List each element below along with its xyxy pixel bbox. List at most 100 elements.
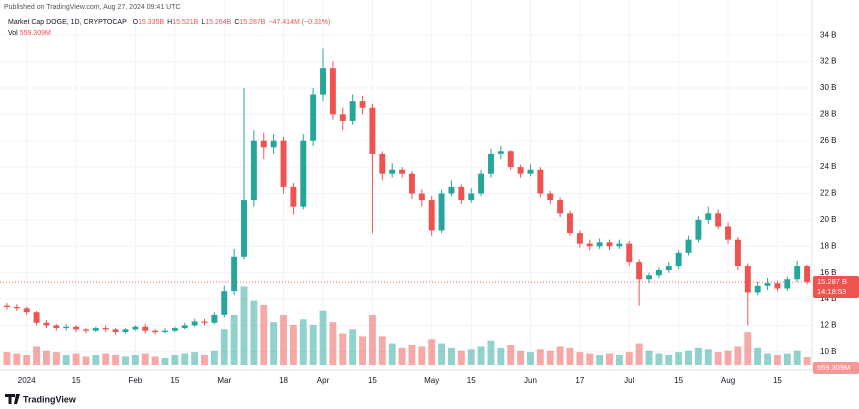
volume-bar bbox=[92, 354, 100, 365]
volume-bar bbox=[527, 352, 534, 365]
volume-bar bbox=[23, 354, 31, 365]
volume-bar bbox=[191, 352, 199, 365]
last-price-tag bbox=[813, 276, 859, 299]
volume-bar bbox=[517, 350, 525, 365]
candle-body bbox=[626, 243, 633, 263]
ohlc-value: 15.521B bbox=[172, 19, 198, 26]
x-tick-label: 15 bbox=[674, 376, 683, 385]
volume-bar bbox=[724, 350, 732, 365]
y-tick-label: 18 B bbox=[820, 241, 836, 250]
countdown: 14:18:53 bbox=[817, 287, 846, 296]
candle-body bbox=[458, 186, 465, 201]
volume-bar bbox=[793, 350, 801, 365]
candle-body bbox=[389, 169, 396, 174]
candle-body bbox=[408, 173, 415, 194]
volume-bar bbox=[289, 324, 297, 365]
candle-body bbox=[152, 330, 159, 333]
candle-body bbox=[290, 186, 297, 207]
y-tick-label: 16 B bbox=[820, 268, 836, 277]
volume-bar bbox=[467, 349, 475, 365]
ohlc-key: O bbox=[133, 19, 139, 26]
candle-body bbox=[636, 262, 643, 280]
candle-body bbox=[616, 243, 623, 247]
volume-bar bbox=[615, 354, 623, 365]
volume-bar bbox=[280, 314, 287, 365]
candle-body bbox=[764, 283, 771, 286]
candle-body bbox=[310, 94, 317, 141]
candle-body bbox=[705, 213, 712, 220]
volume-legend: Vol 559.309M bbox=[8, 30, 51, 37]
volume-bar bbox=[714, 352, 722, 365]
candle-body bbox=[774, 283, 781, 289]
volume-bar bbox=[210, 350, 218, 365]
candle-body bbox=[675, 252, 682, 267]
ohlc-value: 15.335B bbox=[138, 19, 164, 26]
candle-body bbox=[359, 101, 366, 108]
volume-bar bbox=[388, 343, 396, 365]
x-tick-label: 15 bbox=[170, 376, 179, 385]
candle-body bbox=[586, 243, 593, 247]
candle-body bbox=[379, 153, 386, 174]
candle-body bbox=[794, 266, 801, 280]
last-volume-label: 559.309M bbox=[817, 363, 850, 372]
candle-body bbox=[102, 328, 109, 330]
ohlc-value: 15.287B bbox=[239, 19, 265, 26]
volume-bar bbox=[329, 322, 337, 365]
volume-bar bbox=[675, 352, 683, 365]
candle-body bbox=[349, 101, 356, 121]
candle-body bbox=[744, 266, 751, 293]
candle-body bbox=[369, 107, 376, 154]
candle-body bbox=[300, 140, 307, 207]
y-tick-label: 26 B bbox=[820, 136, 836, 145]
candle-body bbox=[754, 285, 761, 293]
candle-body bbox=[418, 193, 425, 201]
volume-bar bbox=[487, 340, 495, 365]
volume-bar bbox=[803, 357, 811, 365]
volume-bar bbox=[339, 333, 347, 365]
y-tick-label: 20 B bbox=[820, 215, 836, 224]
candle-body bbox=[211, 314, 218, 323]
x-tick-label: Jul bbox=[624, 376, 634, 385]
candle-body bbox=[181, 325, 188, 329]
volume-bar bbox=[3, 352, 11, 365]
candle-body bbox=[13, 306, 20, 309]
candle-body bbox=[665, 266, 672, 271]
candle-body bbox=[320, 68, 326, 95]
candle-body bbox=[725, 226, 731, 240]
candle-body bbox=[784, 279, 791, 289]
volume-bar bbox=[744, 332, 752, 365]
candle-body bbox=[537, 169, 544, 194]
candle-body bbox=[646, 275, 652, 280]
volume-bar bbox=[260, 304, 268, 365]
x-tick-label: 15 bbox=[368, 376, 377, 385]
ohlc-legend: Market Cap DOGE, 1D, CRYPTOCAP O15.335B H… bbox=[8, 19, 330, 26]
volume-bar bbox=[181, 353, 189, 365]
volume-bar bbox=[378, 336, 386, 365]
candle-body bbox=[260, 140, 267, 148]
volume-bar bbox=[240, 286, 248, 365]
volume-bar bbox=[625, 352, 633, 365]
candle-layer bbox=[3, 48, 811, 335]
volume-bar bbox=[171, 354, 179, 365]
volume-bar bbox=[299, 319, 307, 365]
ohlc-key: L bbox=[201, 19, 205, 26]
volume-bar bbox=[62, 354, 70, 365]
volume-bar bbox=[497, 347, 505, 365]
volume-bar bbox=[645, 350, 653, 365]
grid bbox=[0, 0, 812, 370]
candle-body bbox=[547, 193, 554, 201]
candle-body bbox=[478, 173, 485, 194]
y-tick-label: 12 B bbox=[820, 321, 836, 330]
volume-bar bbox=[586, 353, 594, 365]
volume-bar bbox=[52, 352, 60, 365]
volume-bar bbox=[655, 353, 663, 365]
volume-bar bbox=[418, 346, 426, 365]
candle-body bbox=[428, 200, 435, 231]
x-tick-label: Jun bbox=[524, 376, 537, 385]
candle-body bbox=[270, 140, 277, 148]
last-price-label: 15.287 B bbox=[817, 277, 847, 286]
x-tick-label: Feb bbox=[128, 376, 142, 385]
volume-bar bbox=[122, 356, 129, 365]
candle-body bbox=[804, 266, 811, 283]
volume-bar bbox=[428, 339, 436, 365]
